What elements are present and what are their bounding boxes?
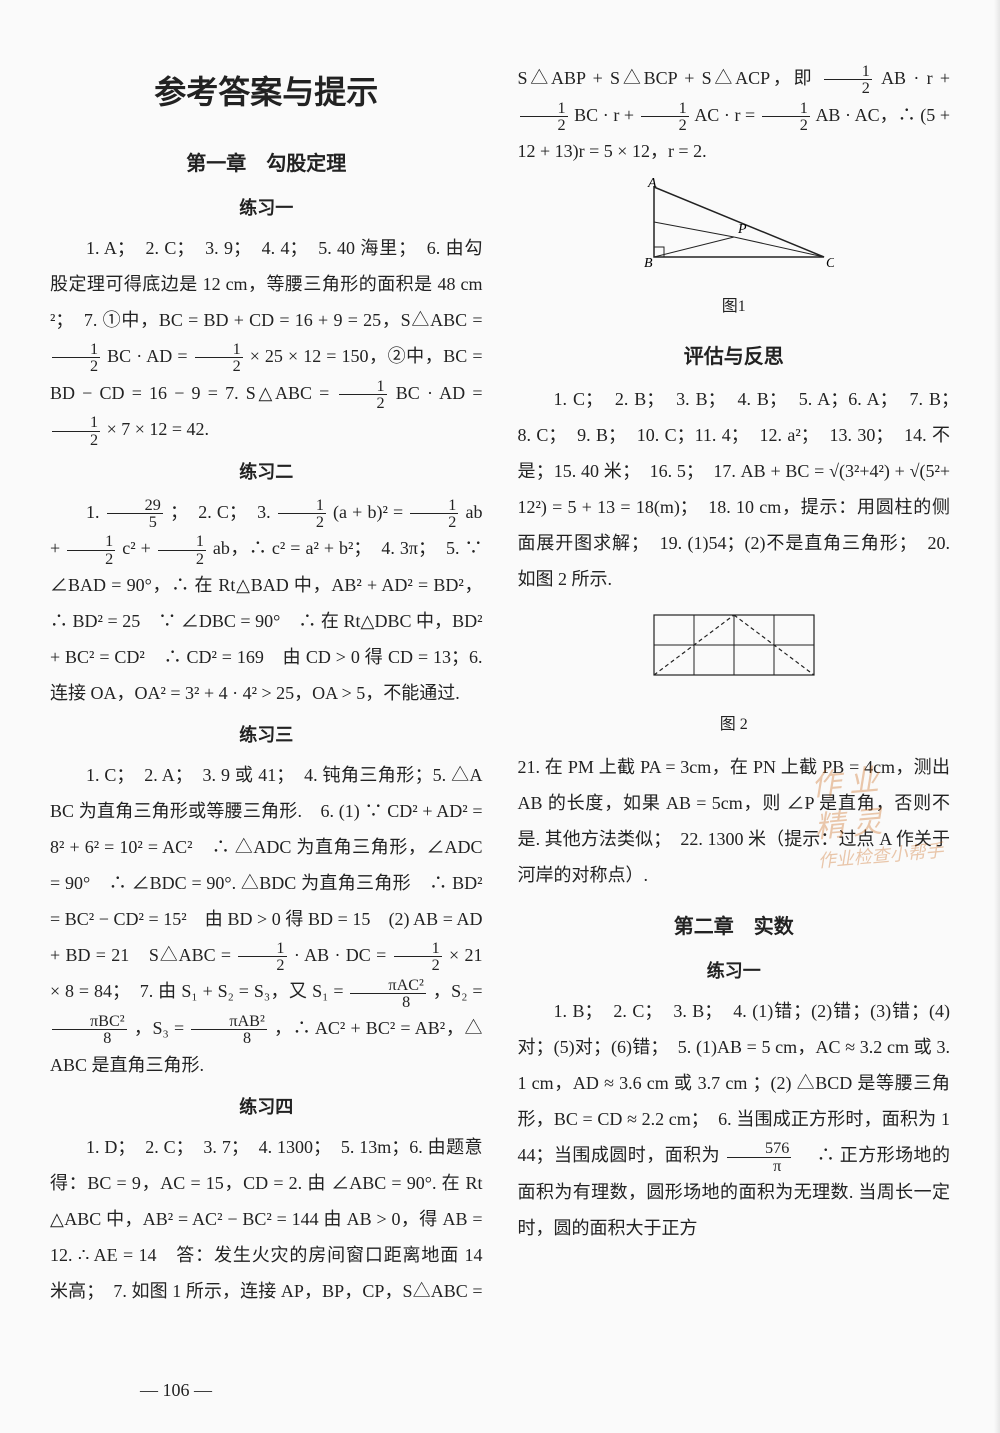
frac-1-2-icon: 12 [52, 414, 100, 447]
figure-2: 图 2 [518, 605, 951, 741]
ex2-title: 练习二 [50, 454, 483, 490]
ex2-p1e: c² + [122, 538, 156, 558]
ex1-body: 1. A； 2. C； 3. 9； 4. 4； 5. 40 海里； 6. 由勾股… [50, 230, 483, 448]
frac-1-2-icon: 12 [339, 378, 387, 411]
ex3-p1: 1. C； 2. A； 3. 9 或 41； 4. 钝角三角形；5. △ABC … [50, 765, 483, 965]
c2-ex1-title: 练习一 [518, 953, 951, 989]
ex1-p1d: BC · AD = [396, 383, 483, 403]
ex2-p1: 1. [86, 502, 105, 522]
chapter1-title: 第一章 勾股定理 [50, 144, 483, 184]
label-A: A [647, 177, 657, 191]
ex4-p1c: BC · r + [574, 105, 638, 125]
ex3-p1d: ，S₂ = [433, 981, 483, 1001]
label-C: C [826, 256, 834, 271]
ex2-p1c: (a + b)² = [333, 502, 408, 522]
ex1-p1e: × 7 × 12 = 42. [107, 419, 209, 439]
grid-path-diagram-icon [644, 605, 824, 695]
frac-29-5-icon: 295 [107, 497, 163, 530]
eval-title: 评估与反思 [518, 337, 951, 377]
figure-2-caption: 图 2 [518, 709, 951, 741]
ex1-p1b: BC · AD = [107, 346, 192, 366]
frac-1-2-icon: 12 [824, 63, 872, 96]
frac-1-2-icon: 12 [195, 341, 243, 374]
page-edge-shadow [994, 0, 1000, 1433]
ex4-p1b: AB · r + [881, 68, 950, 88]
ex2-body: 1. 295 ； 2. C； 3. 12 (a + b)² = 12 ab + … [50, 494, 483, 711]
c2-ex1-body: 1. B； 2. C； 3. B； 4. (1)错；(2)错；(3)错；(4)对… [518, 993, 951, 1246]
frac-1-2-icon: 12 [410, 497, 458, 530]
frac-576-pi-icon: 576π [727, 1140, 791, 1173]
frac-piAB2-8-icon: πAB²8 [191, 1013, 267, 1046]
eval-p1: 1. C； 2. B； 3. B； 4. B； 5. A；6. A； 7. B；… [518, 381, 951, 597]
label-B: B [644, 256, 653, 271]
main-title: 参考答案与提示 [50, 60, 483, 124]
frac-1-2-icon: 12 [641, 100, 689, 133]
frac-1-2-icon: 12 [278, 497, 326, 530]
ex4-p1d: AC · r = [694, 105, 759, 125]
page-number: — 106 — [140, 1372, 212, 1408]
frac-1-2-icon: 12 [762, 100, 810, 133]
ex1-p1: 1. A； 2. C； 3. 9； 4. 4； 5. 40 海里； 6. 由勾股… [50, 238, 483, 330]
ex3-p1b: · AB · DC = [294, 945, 392, 965]
frac-1-2-icon: 12 [67, 533, 115, 566]
triangle-diagram-icon: A B C P [634, 177, 834, 277]
page-content: 参考答案与提示 第一章 勾股定理 练习一 1. A； 2. C； 3. 9； 4… [50, 60, 950, 1340]
frac-1-2-icon: 12 [52, 341, 100, 374]
figure-1: A B C P 图1 [518, 177, 951, 323]
ex4-title: 练习四 [50, 1089, 483, 1125]
chapter2-title: 第二章 实数 [518, 907, 951, 947]
eval-p2: 21. 在 PM 上截 PA = 3cm，在 PN 上截 PB = 4cm，测出… [518, 749, 951, 893]
label-P: P [737, 222, 747, 237]
ex2-p1b: ； 2. C； 3. [170, 502, 276, 522]
frac-1-2-icon: 12 [520, 100, 568, 133]
figure-1-caption: 图1 [518, 291, 951, 323]
ex3-p1e: ，S₃ = [134, 1018, 190, 1038]
ex3-title: 练习三 [50, 717, 483, 753]
frac-1-2-icon: 12 [394, 940, 442, 973]
frac-piAC2-8-icon: πAC²8 [350, 977, 426, 1010]
ex3-body: 1. C； 2. A； 3. 9 或 41； 4. 钝角三角形；5. △ABC … [50, 757, 483, 1083]
ex1-title: 练习一 [50, 190, 483, 226]
frac-1-2-icon: 12 [238, 940, 286, 973]
frac-piBC2-8-icon: πBC²8 [52, 1013, 127, 1046]
frac-1-2-icon: 12 [158, 533, 206, 566]
